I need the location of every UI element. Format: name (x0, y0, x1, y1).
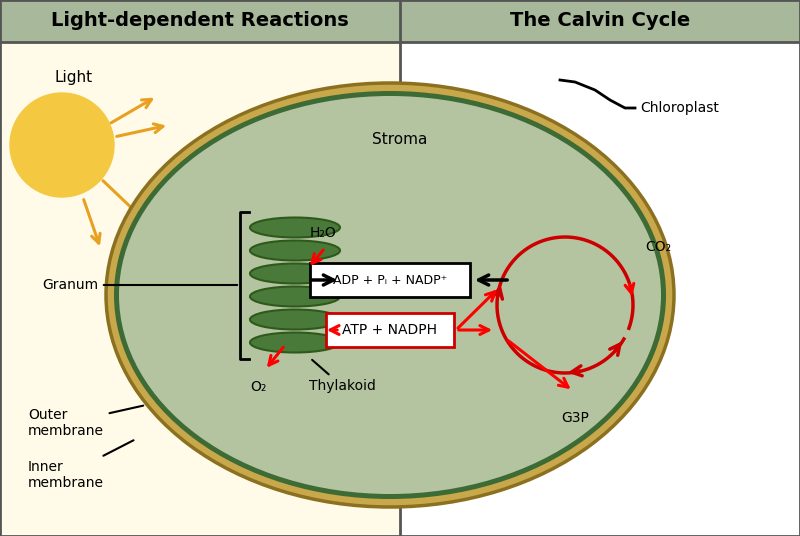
Text: Light: Light (55, 70, 93, 85)
Bar (326, 313, 454, 347)
Text: G3P: G3P (561, 411, 589, 425)
Ellipse shape (119, 96, 661, 494)
Text: Stroma: Stroma (372, 132, 428, 147)
Bar (310, 263, 470, 297)
Text: CO₂: CO₂ (645, 240, 671, 254)
Text: Outer
membrane: Outer membrane (28, 406, 143, 438)
Text: Granum: Granum (42, 278, 238, 292)
Text: O₂: O₂ (250, 380, 266, 394)
Bar (0, 0, 400, 42)
Bar (400, 42, 800, 536)
Ellipse shape (250, 332, 340, 353)
Ellipse shape (250, 309, 340, 330)
Text: Chloroplast: Chloroplast (640, 101, 719, 115)
Text: Thylakoid: Thylakoid (309, 360, 375, 393)
Ellipse shape (114, 91, 666, 499)
Text: ATP + NADPH: ATP + NADPH (342, 323, 438, 337)
Text: The Calvin Cycle: The Calvin Cycle (510, 11, 690, 31)
Circle shape (10, 93, 114, 197)
Ellipse shape (250, 264, 340, 284)
Text: Inner
membrane: Inner membrane (28, 440, 134, 490)
Ellipse shape (106, 83, 674, 507)
Text: ADP + Pᵢ + NADP⁺: ADP + Pᵢ + NADP⁺ (333, 273, 447, 287)
Bar (0, 42, 400, 536)
Ellipse shape (250, 287, 340, 307)
Ellipse shape (250, 241, 340, 260)
Ellipse shape (250, 218, 340, 237)
Text: H₂O: H₂O (310, 226, 336, 240)
Bar (400, 0, 800, 42)
Text: Light-dependent Reactions: Light-dependent Reactions (51, 11, 349, 31)
